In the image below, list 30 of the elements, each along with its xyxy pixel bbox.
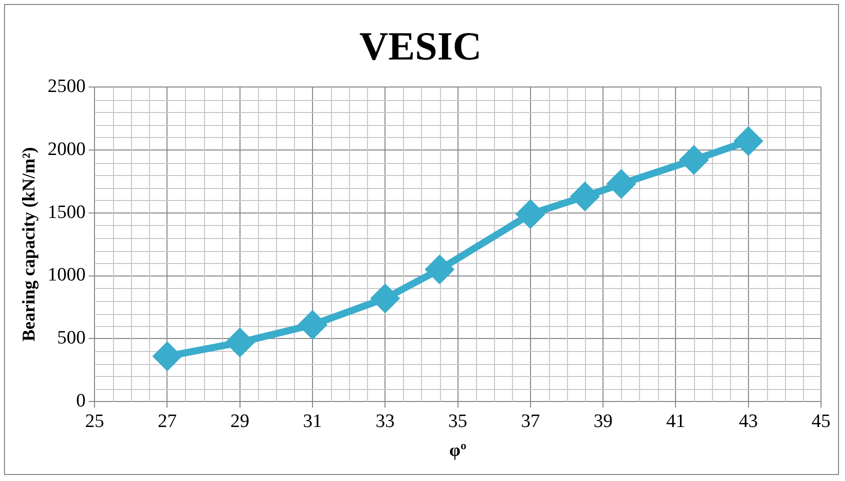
x-tick-label: 25 <box>85 410 104 432</box>
x-tick-label: 43 <box>738 410 758 432</box>
point <box>516 200 544 228</box>
chart-title: VESIC <box>359 23 482 68</box>
x-tick-label: 29 <box>230 410 250 432</box>
point <box>608 170 635 198</box>
x-tick-label: 37 <box>520 410 540 432</box>
point <box>680 146 708 174</box>
point <box>226 328 254 356</box>
x-tick-label: 35 <box>448 410 468 432</box>
y-tick-label: 2500 <box>48 76 86 97</box>
y-tick-label: 1000 <box>48 264 86 286</box>
point <box>154 342 181 370</box>
point <box>299 311 326 338</box>
x-axis-title: φº <box>449 440 466 460</box>
point <box>426 256 454 283</box>
y-tick-label: 0 <box>76 390 86 412</box>
point <box>372 284 399 312</box>
x-tick-label: 27 <box>158 410 177 432</box>
x-tick-label: 45 <box>812 410 830 432</box>
y-tick-label: 1500 <box>48 202 86 223</box>
x-tick-label: 41 <box>666 410 686 432</box>
x-tick-label: 39 <box>594 410 613 432</box>
x-tick-label: 31 <box>303 410 322 432</box>
x-tick-label: 33 <box>376 410 395 432</box>
point <box>571 182 598 210</box>
y-axis-title: Bearing capacity (kN/m²) <box>18 147 38 342</box>
y-tick-label: 2000 <box>48 138 86 160</box>
y-tick-label: 500 <box>57 328 86 349</box>
point <box>734 128 762 155</box>
